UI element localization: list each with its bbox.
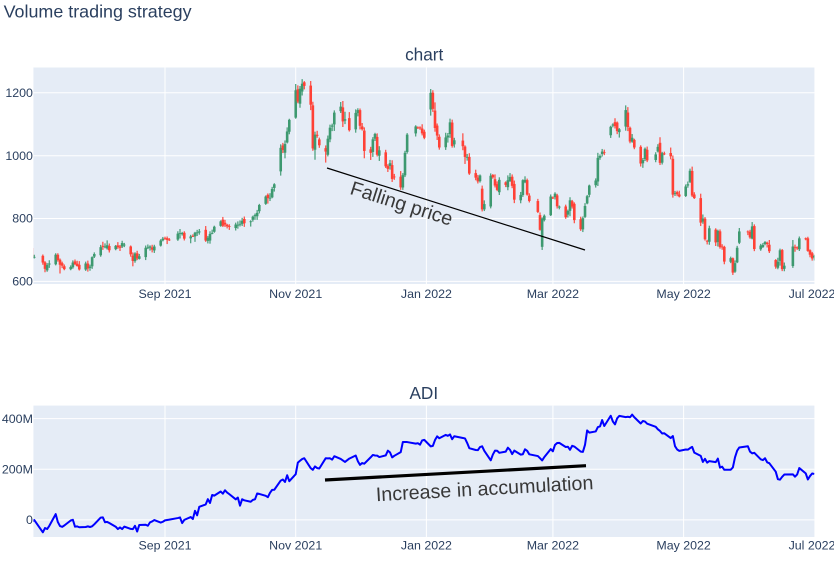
svg-text:Nov 2021: Nov 2021 bbox=[269, 539, 322, 553]
svg-text:200M: 200M bbox=[2, 462, 33, 476]
svg-text:Jan 2022: Jan 2022 bbox=[401, 539, 452, 553]
svg-text:Jul 2022: Jul 2022 bbox=[789, 287, 834, 301]
svg-text:0: 0 bbox=[26, 513, 33, 527]
svg-text:May 2022: May 2022 bbox=[656, 539, 711, 553]
svg-text:600: 600 bbox=[12, 275, 33, 289]
svg-text:chart: chart bbox=[405, 44, 443, 64]
svg-text:Mar 2022: Mar 2022 bbox=[527, 539, 579, 553]
svg-text:Sep 2021: Sep 2021 bbox=[138, 287, 191, 301]
svg-text:800: 800 bbox=[12, 212, 33, 226]
svg-text:Volume trading strategy: Volume trading strategy bbox=[4, 1, 192, 21]
svg-text:Jul 2022: Jul 2022 bbox=[789, 539, 834, 553]
svg-text:May 2022: May 2022 bbox=[656, 287, 711, 301]
svg-text:Mar 2022: Mar 2022 bbox=[527, 287, 579, 301]
svg-text:Nov 2021: Nov 2021 bbox=[269, 287, 322, 301]
svg-text:Sep 2021: Sep 2021 bbox=[138, 539, 191, 553]
svg-text:400M: 400M bbox=[2, 412, 33, 426]
svg-text:Jan 2022: Jan 2022 bbox=[401, 287, 452, 301]
svg-text:1200: 1200 bbox=[5, 86, 33, 100]
svg-text:ADI: ADI bbox=[409, 383, 438, 403]
svg-text:1000: 1000 bbox=[5, 149, 33, 163]
